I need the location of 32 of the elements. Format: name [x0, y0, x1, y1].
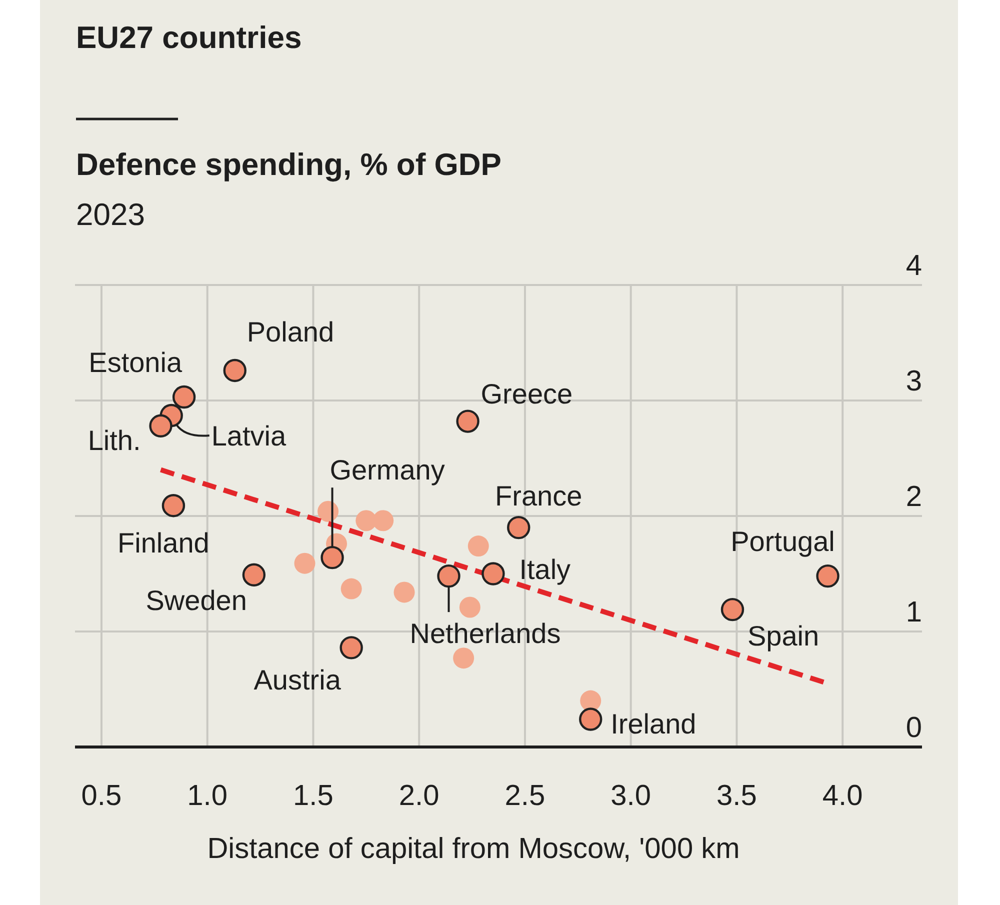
annotation: Latvia [211, 420, 286, 452]
annotation: Sweden [146, 584, 247, 616]
x-tick-label: 4.0 [822, 780, 863, 812]
x-tick-label: 2.5 [504, 780, 546, 812]
y-tick-label: 4 [906, 250, 922, 282]
x-tick-label: 3.5 [716, 780, 757, 812]
annotation: Spain [747, 620, 820, 652]
annotation: Ireland [610, 708, 696, 740]
annotation: Italy [519, 554, 571, 585]
annotation: Finland [118, 528, 210, 559]
annotation: Austria [254, 664, 342, 696]
annotation: Poland [246, 316, 334, 348]
annotation: Germany [330, 454, 445, 486]
annotation: Netherlands [410, 618, 561, 650]
y-tick-label: 1 [906, 596, 922, 628]
annotation: Estonia [88, 347, 182, 378]
x-tick-label: 2.0 [398, 780, 440, 812]
x-tick-label: 1.0 [187, 780, 228, 812]
y-axis-title: Defence spending, % of GDP [76, 147, 502, 182]
annotation: Portugal [730, 526, 835, 558]
chart-title: EU27 countries [76, 20, 302, 55]
chart-subtitle: 2023 [76, 197, 145, 232]
y-tick-label: 2 [906, 481, 922, 513]
annotation: Greece [480, 378, 573, 410]
annotation: Lith. [88, 424, 141, 456]
x-tick-label: 3.0 [610, 780, 652, 812]
y-tick-label: 3 [906, 366, 922, 398]
x-tick-label: 1.5 [293, 780, 334, 812]
y-tick-label: 0 [906, 712, 922, 744]
x-tick-label: 0.5 [81, 780, 122, 812]
annotation: France [495, 480, 582, 512]
x-axis-title: Distance of capital from Moscow, '000 km [207, 833, 740, 865]
